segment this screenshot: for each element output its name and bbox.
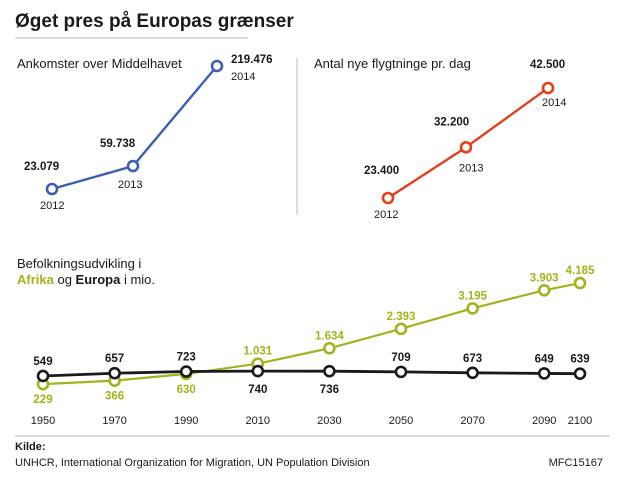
afrika-point [323, 341, 336, 355]
year-label: 2013 [118, 179, 142, 191]
europa-point [179, 365, 193, 378]
chart2-title: Antal nye flygtninge pr. dag [314, 56, 471, 71]
europa-point [573, 367, 587, 380]
year-label: 2012 [40, 200, 64, 212]
data-label: 59.738 [100, 138, 136, 150]
europa-point [251, 364, 265, 378]
x-tick-label: 2010 [246, 415, 270, 427]
data-label: 32.200 [434, 116, 469, 128]
europa-data-label: 740 [248, 384, 267, 396]
europa-data-label: 736 [320, 384, 339, 396]
data-label: 23.400 [364, 165, 399, 177]
afrika-data-label: 2.393 [387, 311, 416, 323]
refugees-point [381, 191, 395, 205]
year-label: 2012 [374, 209, 398, 221]
legend-europa: Europa [76, 272, 122, 287]
europa-data-label: 549 [33, 356, 52, 368]
europa-point [108, 366, 121, 380]
legend-afrika: Afrika [17, 272, 55, 287]
chart-population: 229 366 630 1.031 1.634 2.393 3.195 3.903 4.185 5… [31, 265, 595, 427]
graphic-code: MFC15167 [549, 457, 603, 469]
refugees-point [459, 141, 473, 154]
europa-point [323, 364, 336, 378]
x-tick-label: 2100 [568, 415, 592, 427]
europa-point [36, 369, 50, 383]
x-tick-label: 2090 [532, 415, 556, 427]
europa-point [537, 367, 551, 380]
legend-unit: i mio. [120, 272, 155, 287]
arrivals-point [45, 182, 59, 196]
afrika-data-label: 229 [33, 394, 52, 406]
europa-data-label: 649 [535, 353, 554, 365]
afrika-data-label: 630 [177, 384, 196, 396]
europa-point [466, 366, 479, 380]
arrivals-point [210, 59, 224, 73]
year-label: 2013 [459, 162, 483, 174]
afrika-point [573, 276, 587, 290]
afrika-data-label: 1.634 [315, 330, 344, 342]
afrika-data-label: 3.195 [458, 290, 487, 302]
data-label: 219.476 [231, 54, 273, 66]
afrika-point [466, 302, 479, 315]
chart3-title-line2: Afrika og Europa i mio. [17, 272, 155, 287]
afrika-data-label: 3.903 [530, 272, 559, 284]
x-tick-label: 1990 [174, 415, 198, 427]
europa-data-label: 709 [391, 352, 410, 364]
year-label: 2014 [231, 71, 255, 83]
europa-point [394, 365, 408, 379]
europa-data-label: 657 [105, 353, 124, 365]
data-label: 23.079 [24, 161, 59, 173]
chart1-title: Ankomster over Middelhavet [17, 56, 182, 71]
data-label: 42.500 [530, 59, 565, 71]
year-label: 2014 [542, 97, 566, 109]
x-tick-label: 1970 [102, 415, 126, 427]
x-tick-label: 1950 [31, 415, 55, 427]
chart-refugees-per-day: 23.400 32.200 42.500 2012 2013 2014 [364, 59, 566, 221]
x-tick-label: 2070 [460, 415, 484, 427]
afrika-point [394, 322, 408, 336]
source-label: Kilde: [15, 441, 46, 453]
chart3-title-line1: Befolkningsudvikling i [17, 256, 141, 271]
afrika-data-label: 366 [105, 391, 124, 403]
europa-data-label: 639 [570, 354, 589, 366]
arrivals-point [126, 159, 140, 173]
europa-data-label: 723 [177, 352, 196, 364]
page-title: Øget pres på Europas grænser [15, 11, 294, 32]
europa-data-label: 673 [463, 353, 482, 365]
afrika-line [42, 281, 581, 386]
afrika-point [537, 283, 551, 297]
x-tick-label: 2050 [389, 415, 413, 427]
chart-arrivals: 23.079 59.738 219.476 2012 2013 2014 [24, 54, 273, 212]
refugees-point [541, 81, 555, 95]
afrika-data-label: 4.185 [566, 265, 595, 277]
x-tick-label: 2030 [317, 415, 341, 427]
legend-og: og [54, 272, 76, 287]
europa-line [42, 369, 581, 378]
source-text: UNHCR, International Organization for Mi… [15, 457, 370, 469]
afrika-data-label: 1.031 [243, 346, 272, 358]
